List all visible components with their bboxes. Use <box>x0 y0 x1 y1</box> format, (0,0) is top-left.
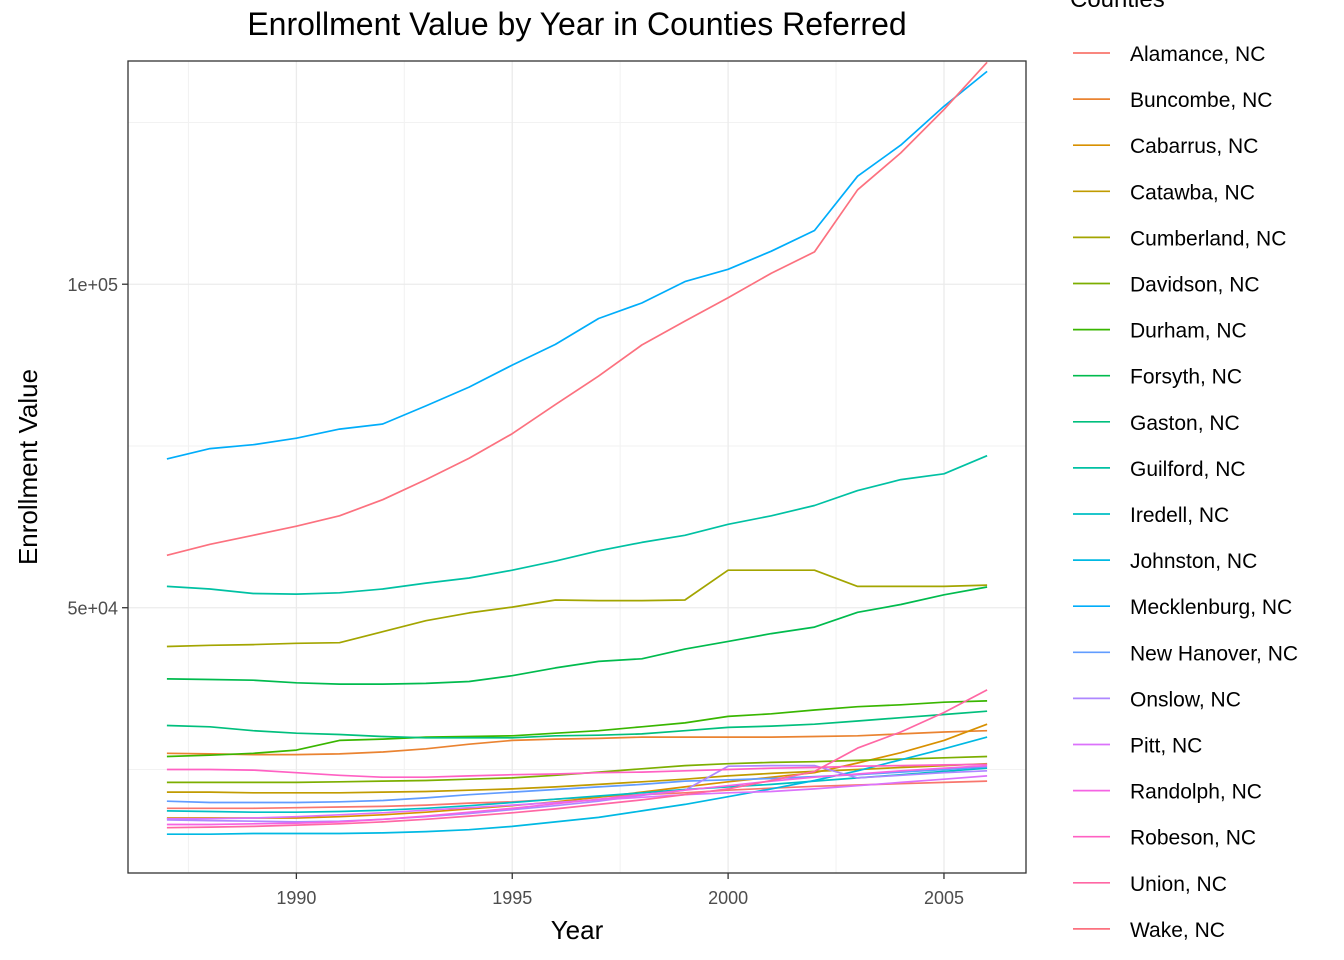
y-tick-label: 5e+04 <box>67 599 118 619</box>
panel-background <box>128 61 1026 873</box>
chart-title: Enrollment Value by Year in Counties Ref… <box>247 6 907 42</box>
legend-label: Union, NC <box>1130 873 1227 896</box>
legend-label: Alamance, NC <box>1130 43 1265 66</box>
legend-item: Pitt, NC <box>1073 735 1202 758</box>
legend-label: Robeson, NC <box>1130 827 1256 850</box>
series-line-gaston-nc <box>166 710 988 739</box>
series-line-buncombe-nc <box>166 729 988 756</box>
series-line-mecklenburg-nc <box>166 70 988 460</box>
legend-label: Durham, NC <box>1130 320 1247 343</box>
series-line-cabarrus-nc <box>166 723 988 819</box>
series-line-iredell-nc <box>166 767 988 814</box>
legend-item: Randolph, NC <box>1073 781 1262 804</box>
legend-label: Iredell, NC <box>1130 504 1229 527</box>
legend-label: Pitt, NC <box>1130 735 1202 758</box>
y-axis-title: Enrollment Value <box>13 369 43 565</box>
legend-item: Catawba, NC <box>1073 181 1255 204</box>
legend-item: Johnston, NC <box>1073 550 1257 573</box>
legend-item: Cabarrus, NC <box>1073 135 1258 158</box>
legend-item: Davidson, NC <box>1073 274 1260 297</box>
legend-label: Gaston, NC <box>1130 412 1240 435</box>
legend: Alamance, NC Buncombe, NC Cabarrus, NC Cata… <box>1073 43 1298 942</box>
x-tick-label: 2005 <box>924 888 964 908</box>
x-tick-label: 1995 <box>492 888 532 908</box>
legend-label: Mecklenburg, NC <box>1130 596 1292 619</box>
panel-border <box>127 60 1027 874</box>
legend-item: Durham, NC <box>1073 320 1247 343</box>
legend-label: Cumberland, NC <box>1130 227 1286 250</box>
legend-item: Iredell, NC <box>1073 504 1229 527</box>
legend-item: Onslow, NC <box>1073 688 1241 711</box>
series-line-johnston-nc <box>166 736 988 836</box>
legend-label: Cabarrus, NC <box>1130 135 1258 158</box>
x-tick-label: 1990 <box>276 888 316 908</box>
legend-label: Onslow, NC <box>1130 688 1241 711</box>
legend-title: Counties <box>1070 0 1165 14</box>
legend-item: New Hanover, NC <box>1073 642 1298 665</box>
series-line-forsyth-nc <box>166 586 988 685</box>
legend-label: Catawba, NC <box>1130 181 1255 204</box>
series-line-wake-nc <box>166 61 988 557</box>
legend-label: Forsyth, NC <box>1130 366 1242 389</box>
legend-item: Guilford, NC <box>1073 458 1246 481</box>
legend-label: New Hanover, NC <box>1130 642 1298 665</box>
series-lines <box>166 61 988 836</box>
legend-label: Guilford, NC <box>1130 458 1246 481</box>
series-line-catawba-nc <box>166 762 988 794</box>
series-line-onslow-nc <box>166 764 988 823</box>
legend-item: Forsyth, NC <box>1073 366 1242 389</box>
x-axis-title: Year <box>551 915 604 945</box>
y-tick-label: 1e+05 <box>67 275 118 295</box>
series-line-durham-nc <box>166 700 988 758</box>
series-line-guilford-nc <box>166 454 988 595</box>
series-line-randolph-nc <box>166 764 988 826</box>
series-line-union-nc <box>166 689 988 829</box>
legend-item: Robeson, NC <box>1073 827 1256 850</box>
legend-item: Wake, NC <box>1073 919 1225 942</box>
legend-item: Cumberland, NC <box>1073 227 1286 250</box>
legend-item: Buncombe, NC <box>1073 89 1272 112</box>
legend-item: Gaston, NC <box>1073 412 1240 435</box>
legend-label: Buncombe, NC <box>1130 89 1272 112</box>
legend-label: Randolph, NC <box>1130 781 1262 804</box>
legend-item: Union, NC <box>1073 873 1227 896</box>
legend-label: Wake, NC <box>1130 919 1225 942</box>
legend-label: Davidson, NC <box>1130 274 1260 297</box>
legend-item: Mecklenburg, NC <box>1073 596 1292 619</box>
series-line-cumberland-nc <box>166 569 988 648</box>
series-line-robeson-nc <box>166 763 988 779</box>
x-tick-label: 2000 <box>708 888 748 908</box>
axis-ticks: 1990 1995 2000 2005 5e+04 1e+05 <box>67 275 964 908</box>
legend-label: Johnston, NC <box>1130 550 1257 573</box>
legend-item: Alamance, NC <box>1073 43 1265 66</box>
